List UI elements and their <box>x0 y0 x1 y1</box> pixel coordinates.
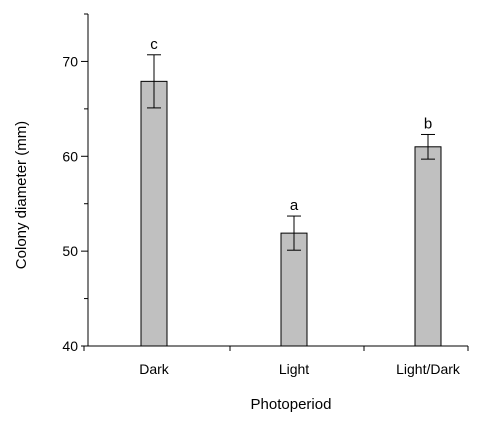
y-tick-label: 40 <box>62 338 78 354</box>
error-bars <box>147 54 435 251</box>
y-tick-label: 70 <box>62 53 78 69</box>
bar <box>414 146 442 347</box>
x-tick-label: Dark <box>139 361 170 377</box>
bars <box>140 80 442 347</box>
significance-letter: b <box>424 115 432 132</box>
significance-letter: a <box>290 197 299 214</box>
x-tick-label: Light <box>279 361 309 377</box>
bar <box>140 80 168 347</box>
x-axis-title: Photoperiod <box>251 396 332 413</box>
axes <box>81 13 469 351</box>
y-tick-label: 50 <box>62 243 78 259</box>
y-axis-title: Colony diameter (mm) <box>13 121 30 269</box>
bar <box>280 232 308 347</box>
significance-letter: c <box>150 36 158 53</box>
x-tick-label: Light/Dark <box>396 361 461 377</box>
y-tick-label: 60 <box>62 148 78 164</box>
tick-labels: 40 50 60 70 Dark Light Light/Dark <box>62 53 460 377</box>
significance-letters: c a b <box>150 36 432 214</box>
